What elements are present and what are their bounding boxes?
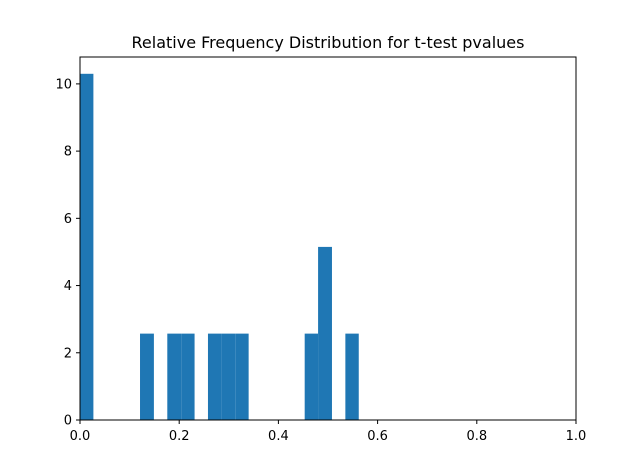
- histogram-bar-7: [304, 333, 319, 420]
- y-tick-label: 10: [55, 77, 72, 92]
- histogram-bar-0: [80, 73, 94, 421]
- x-tick-label: 1.0: [566, 429, 587, 444]
- x-axis: 0.0 0.2 0.4 0.6 0.8 1.0: [70, 420, 587, 444]
- y-tick-label: 6: [64, 212, 72, 227]
- histogram-bar-6: [235, 333, 249, 420]
- histogram-bar-3: [181, 333, 195, 420]
- x-tick-label: 0.0: [70, 429, 91, 444]
- bars-group: [80, 73, 359, 421]
- y-tick-label: 0: [64, 414, 72, 429]
- histogram-bar-1: [140, 333, 154, 420]
- x-tick-label: 0.6: [367, 429, 388, 444]
- x-tick-label: 0.4: [268, 429, 289, 444]
- y-axis: 0 2 4 6 8 10: [55, 77, 80, 429]
- plot-frame: [79, 56, 577, 421]
- x-tick-label: 0.2: [169, 429, 190, 444]
- y-tick-label: 8: [64, 145, 72, 160]
- chart-title: Relative Frequency Distribution for t-te…: [132, 33, 525, 52]
- histogram-bar-9: [345, 333, 359, 420]
- y-tick-label: 2: [64, 346, 72, 361]
- y-tick-label: 4: [64, 279, 72, 294]
- histogram-bar-8: [318, 246, 332, 420]
- histogram-bar-5: [221, 333, 236, 420]
- histogram-bar-4: [207, 333, 222, 420]
- histogram-bar-2: [167, 333, 182, 420]
- x-tick-label: 0.8: [466, 429, 487, 444]
